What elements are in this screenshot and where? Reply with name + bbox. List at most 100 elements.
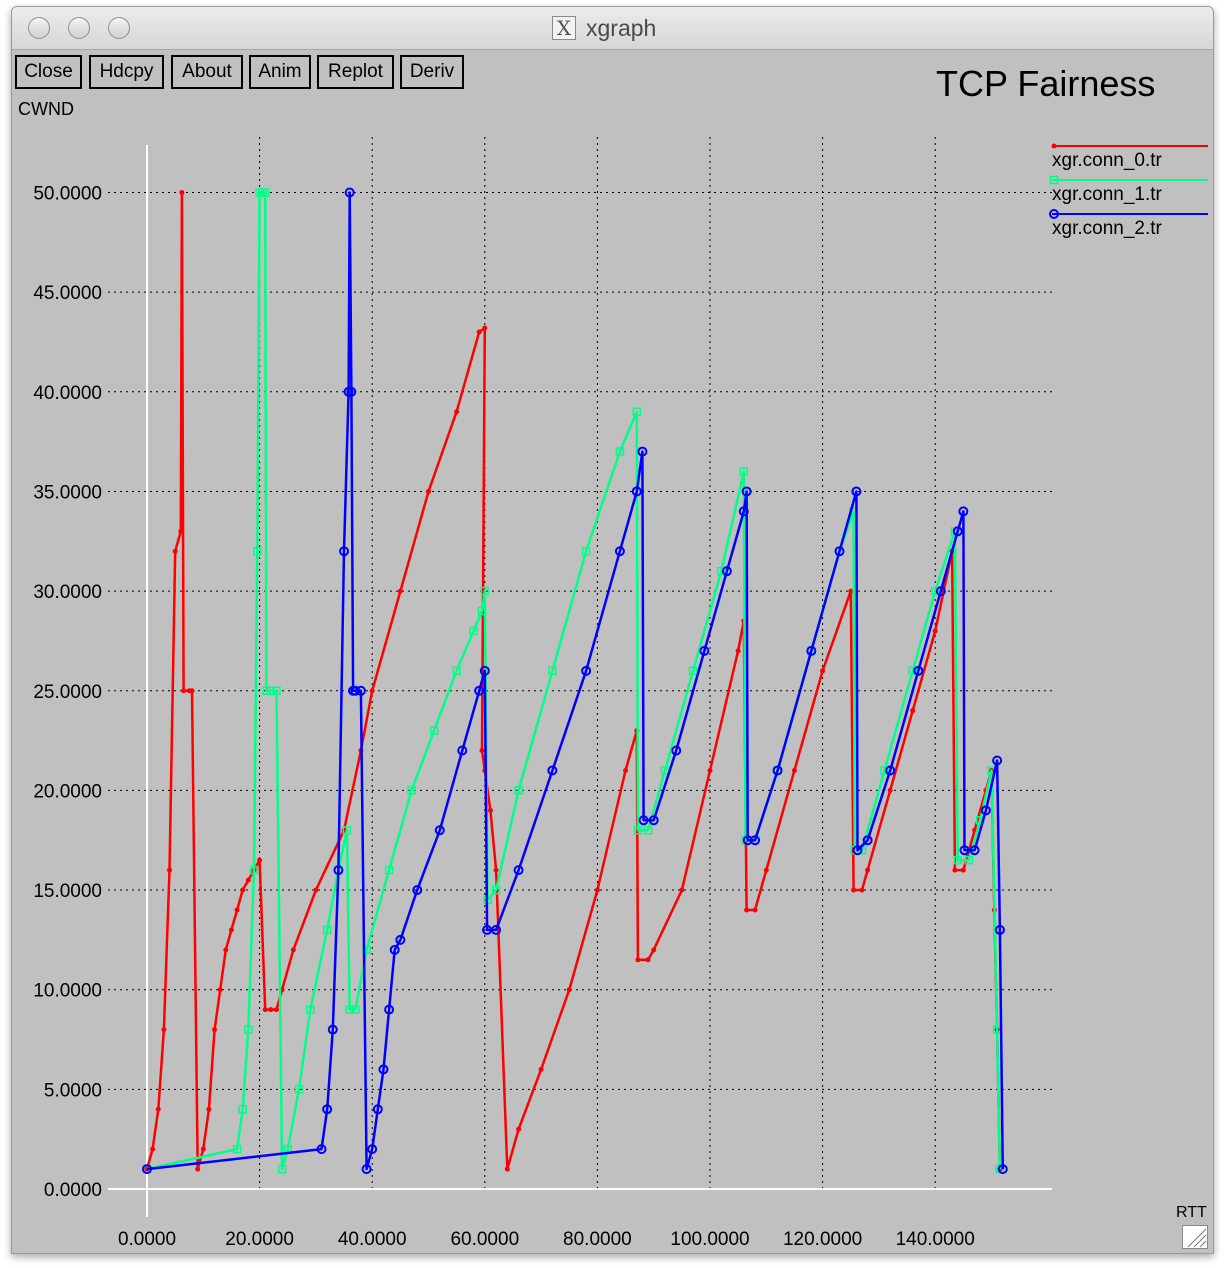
data-point: [913, 665, 924, 676]
y-tick-label: 40.0000: [33, 383, 102, 404]
data-point: [474, 685, 485, 696]
data-point: [581, 665, 592, 676]
data-point: [249, 865, 259, 875]
anim-button[interactable]: Anim: [249, 55, 311, 89]
data-point: [908, 666, 917, 676]
data-point: [964, 855, 974, 865]
data-point: [167, 867, 173, 873]
data-point: [930, 586, 940, 596]
data-point: [355, 685, 366, 696]
close-window-icon[interactable]: [28, 17, 50, 39]
data-point: [223, 947, 229, 953]
data-point: [327, 1024, 338, 1035]
y-tick-label: 0.0000: [44, 1180, 102, 1201]
data-point: [885, 765, 896, 776]
data-point: [172, 548, 178, 554]
data-point: [350, 685, 361, 696]
data-point: [240, 887, 246, 893]
data-point: [266, 686, 276, 695]
data-point: [189, 688, 195, 694]
data-point: [615, 447, 625, 456]
x-tick-label: 100.0000: [670, 1229, 749, 1250]
deriv-button[interactable]: Deriv: [400, 55, 464, 89]
x-tick-label: 20.0000: [225, 1229, 294, 1250]
data-point: [262, 1007, 268, 1013]
data-point: [294, 1085, 304, 1094]
data-point: [852, 845, 863, 856]
minimize-window-icon[interactable]: [68, 17, 90, 39]
data-point: [741, 486, 752, 497]
data-point: [513, 865, 524, 876]
about-button[interactable]: About: [171, 55, 243, 89]
data-point: [880, 766, 889, 775]
data-point: [306, 1005, 315, 1014]
data-point: [848, 588, 854, 594]
data-point: [992, 755, 1003, 766]
data-point: [238, 1105, 247, 1114]
x-tick-label: 0.0000: [118, 1229, 176, 1250]
data-point: [217, 987, 223, 993]
data-point: [648, 815, 659, 826]
data-point: [638, 815, 649, 826]
data-point: [234, 907, 240, 913]
data-point: [637, 446, 648, 457]
window-title-group: X xgraph: [552, 15, 656, 41]
data-point: [469, 626, 478, 636]
data-point: [643, 826, 653, 835]
y-tick-label: 5.0000: [44, 1080, 102, 1101]
data-point: [232, 1144, 242, 1154]
data-point: [953, 855, 962, 865]
data-point: [397, 588, 403, 594]
data-point: [738, 506, 749, 517]
data-point: [960, 867, 966, 873]
data-point: [865, 867, 871, 873]
data-point: [735, 648, 741, 654]
data-point: [322, 1104, 333, 1115]
data-point: [631, 486, 642, 497]
data-point: [547, 765, 558, 776]
data-point: [862, 835, 873, 846]
y-tick-label: 15.0000: [33, 881, 102, 902]
legend-label-0: xgr.conn_0.tr: [1052, 150, 1163, 171]
data-point: [851, 486, 862, 497]
data-point: [538, 1066, 544, 1072]
x-tick-label: 60.0000: [450, 1229, 519, 1250]
data-point: [851, 887, 857, 893]
data-point: [245, 877, 251, 883]
data-point: [994, 924, 1005, 935]
data-point: [504, 1166, 510, 1172]
zoom-window-icon[interactable]: [108, 17, 130, 39]
data-point: [910, 708, 916, 714]
replot-button[interactable]: Replot: [317, 55, 394, 89]
data-point: [457, 745, 468, 756]
data-point: [434, 825, 445, 836]
data-point: [635, 957, 641, 963]
data-point: [932, 628, 938, 634]
data-point: [181, 688, 187, 694]
data-point: [834, 546, 845, 557]
window-title: xgraph: [586, 14, 657, 41]
y-tick-label: 30.0000: [33, 582, 102, 603]
data-point: [952, 867, 958, 873]
data-point: [212, 1027, 218, 1033]
data-point: [772, 765, 783, 776]
data-point: [407, 786, 416, 795]
resize-grip-icon[interactable]: [1182, 1225, 1208, 1249]
data-point: [195, 1166, 201, 1172]
data-point: [516, 1126, 522, 1132]
data-point: [935, 586, 946, 597]
y-tick-label: 35.0000: [33, 482, 102, 503]
data-point: [228, 927, 234, 933]
legend-marker: [1049, 175, 1059, 185]
hdcpy-button[interactable]: Hdcpy: [89, 55, 164, 89]
legend-marker: [1051, 143, 1057, 149]
data-point: [744, 907, 750, 913]
data-point: [333, 865, 344, 876]
data-point: [952, 526, 963, 537]
close-button[interactable]: Close: [15, 55, 82, 89]
data-point: [161, 1027, 167, 1033]
data-point: [378, 1064, 389, 1075]
y-tick-label: 20.0000: [33, 781, 102, 802]
data-point: [566, 987, 572, 993]
series-line-2: [146, 191, 1005, 1171]
